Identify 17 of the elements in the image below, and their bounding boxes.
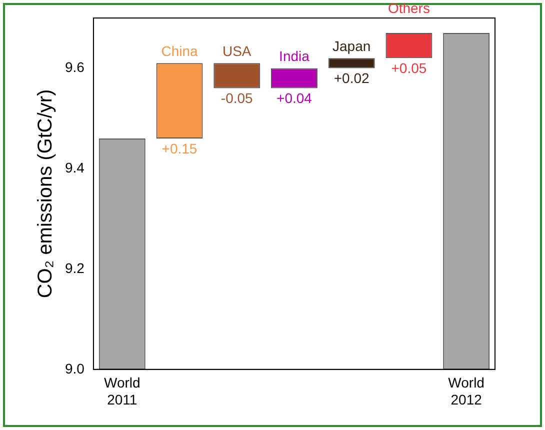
x-tick-label: USA	[222, 43, 252, 60]
data-label: +0.04	[276, 90, 312, 106]
y-tick-label: 9.2	[64, 260, 85, 276]
x-tick-label: World 2011	[104, 374, 140, 408]
data-label: +0.05	[391, 60, 427, 76]
x-tick-label: Japan	[332, 38, 371, 54]
x-tick-label: India	[279, 48, 310, 64]
y-axis-title: CO₂ emissions (GtC/yr)	[34, 89, 57, 298]
data-label: +0.15	[162, 140, 198, 156]
data-label: +0.02	[334, 70, 370, 86]
x-tick-label: World 2012	[448, 374, 484, 408]
x-tick-label: China	[161, 43, 198, 60]
y-tick-label: 9.6	[64, 59, 85, 76]
data-label: -0.05	[220, 90, 254, 106]
y-tick-label: 9.4	[64, 159, 85, 176]
x-tick-label: Others	[388, 0, 430, 16]
y-tick-label: 9.0	[64, 360, 85, 376]
